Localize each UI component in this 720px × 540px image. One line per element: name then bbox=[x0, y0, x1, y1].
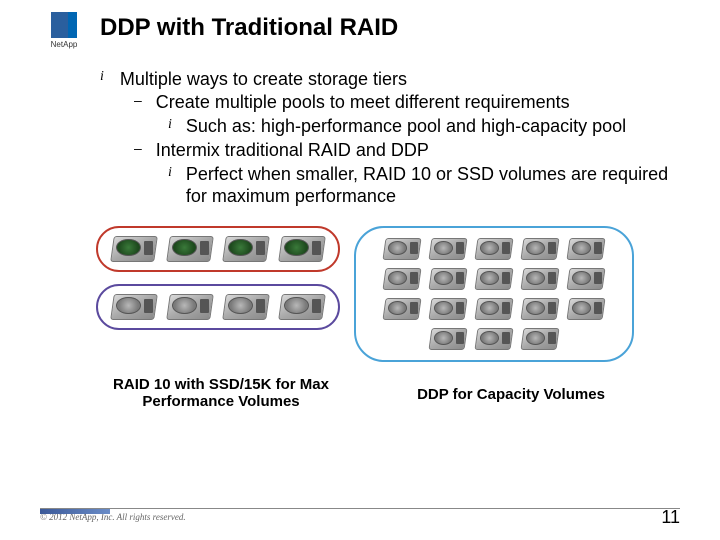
bullet-text: Create multiple pools to meet different … bbox=[156, 92, 570, 113]
drive-group-blue bbox=[96, 284, 340, 330]
bullet-level2: – Create multiple pools to meet differen… bbox=[134, 92, 680, 113]
bullet-level2: – Intermix traditional RAID and DDP bbox=[134, 140, 680, 161]
ddp-drive-pool bbox=[354, 226, 634, 362]
bullet-text: Intermix traditional RAID and DDP bbox=[156, 140, 429, 161]
ssd-drive-icon bbox=[112, 236, 156, 262]
hdd-drive-icon bbox=[384, 268, 420, 290]
hdd-drive-icon bbox=[430, 238, 466, 260]
bullet-level1: i Multiple ways to create storage tiers bbox=[100, 69, 680, 90]
logo-mark-icon bbox=[51, 12, 77, 38]
diagram-area bbox=[96, 226, 680, 362]
bullet-text: Such as: high-performance pool and high-… bbox=[186, 115, 626, 138]
bullet-text: Multiple ways to create storage tiers bbox=[120, 69, 407, 90]
bullet-level3: i Such as: high-performance pool and hig… bbox=[168, 115, 680, 138]
hdd-drive-icon bbox=[384, 238, 420, 260]
hdd-drive-icon bbox=[430, 268, 466, 290]
dash-marker-icon: – bbox=[134, 140, 142, 161]
footer-divider bbox=[40, 508, 680, 509]
hdd-drive-icon bbox=[384, 298, 420, 320]
slide-footer: © 2012 NetApp, Inc. All rights reserved.… bbox=[40, 508, 680, 522]
slide: NetApp DDP with Traditional RAID i Multi… bbox=[0, 0, 720, 540]
hdd-drive-icon bbox=[476, 268, 512, 290]
hdd-drive-icon bbox=[476, 298, 512, 320]
hdd-drive-icon bbox=[168, 294, 212, 320]
hdd-drive-icon bbox=[522, 328, 558, 350]
ssd-drive-icon bbox=[224, 236, 268, 262]
ddp-label: DDP for Capacity Volumes bbox=[376, 376, 646, 410]
copyright-text: © 2012 NetApp, Inc. All rights reserved. bbox=[40, 512, 680, 522]
bullet-content: i Multiple ways to create storage tiers … bbox=[100, 69, 680, 208]
drive-group-red bbox=[96, 226, 340, 272]
hdd-drive-icon bbox=[224, 294, 268, 320]
raid10-column bbox=[96, 226, 340, 362]
header: NetApp DDP with Traditional RAID bbox=[40, 12, 680, 49]
ssd-drive-icon bbox=[168, 236, 212, 262]
slide-title: DDP with Traditional RAID bbox=[100, 12, 398, 42]
page-number: 11 bbox=[661, 507, 680, 528]
hdd-drive-icon bbox=[476, 238, 512, 260]
netapp-logo: NetApp bbox=[40, 12, 88, 49]
diagram-labels: RAID 10 with SSD/15K for Max Performance… bbox=[96, 376, 680, 410]
raid10-label: RAID 10 with SSD/15K for Max Performance… bbox=[96, 376, 346, 410]
bullet-marker-icon: i bbox=[168, 115, 172, 138]
bullet-level3: i Perfect when smaller, RAID 10 or SSD v… bbox=[168, 163, 680, 208]
dash-marker-icon: – bbox=[134, 92, 142, 113]
hdd-drive-icon bbox=[522, 268, 558, 290]
hdd-drive-icon bbox=[280, 294, 324, 320]
ssd-drive-icon bbox=[280, 236, 324, 262]
hdd-drive-icon bbox=[476, 328, 512, 350]
hdd-drive-icon bbox=[430, 328, 466, 350]
bullet-marker-icon: i bbox=[100, 69, 104, 90]
hdd-drive-icon bbox=[112, 294, 156, 320]
hdd-drive-icon bbox=[568, 238, 604, 260]
hdd-drive-icon bbox=[568, 298, 604, 320]
bullet-marker-icon: i bbox=[168, 163, 172, 208]
hdd-drive-icon bbox=[430, 298, 466, 320]
logo-brand-text: NetApp bbox=[51, 40, 78, 49]
bullet-text: Perfect when smaller, RAID 10 or SSD vol… bbox=[186, 163, 680, 208]
hdd-drive-icon bbox=[522, 298, 558, 320]
hdd-drive-icon bbox=[568, 268, 604, 290]
hdd-drive-icon bbox=[522, 238, 558, 260]
